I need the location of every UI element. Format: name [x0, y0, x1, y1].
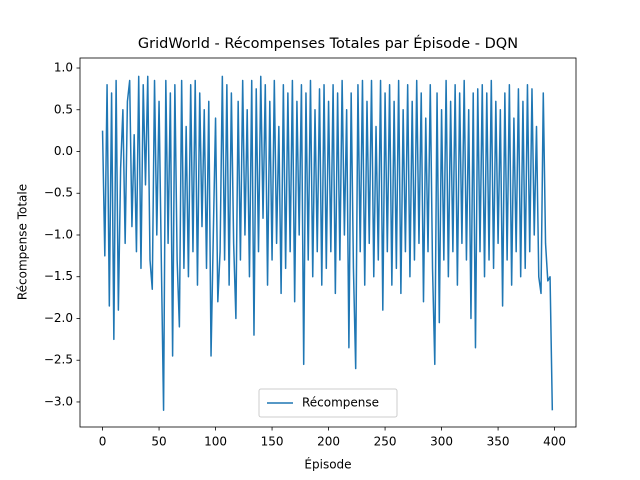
x-tick-label: 150 — [261, 435, 284, 449]
legend-label: Récompense — [302, 396, 379, 410]
y-tick-label: 0.0 — [54, 144, 73, 158]
y-tick-label: −2.0 — [44, 311, 73, 325]
y-tick-label: −1.5 — [44, 269, 73, 283]
x-tick-label: 200 — [317, 435, 340, 449]
y-tick-label: −2.5 — [44, 353, 73, 367]
x-tick-label: 400 — [543, 435, 566, 449]
y-axis-label: Récompense Totale — [16, 184, 30, 300]
y-tick-label: 0.5 — [54, 102, 73, 116]
x-tick-label: 250 — [374, 435, 397, 449]
axes-frame — [79, 57, 577, 428]
y-tick-label: −0.5 — [44, 186, 73, 200]
x-tick-label: 0 — [99, 435, 107, 449]
x-axis-label: Épisode — [304, 457, 351, 472]
x-tick-label: 350 — [487, 435, 510, 449]
y-tick-label: 1.0 — [54, 61, 73, 75]
y-tick-label: −1.0 — [44, 227, 73, 241]
x-tick-label: 100 — [204, 435, 227, 449]
x-tick-label: 50 — [151, 435, 166, 449]
x-tick-label: 300 — [430, 435, 453, 449]
plot-area — [101, 75, 554, 412]
data-line — [101, 75, 554, 412]
legend-box — [258, 388, 398, 418]
chart-title: GridWorld - Récompenses Totales par Épis… — [138, 35, 518, 52]
y-tick-label: −3.0 — [44, 394, 73, 408]
